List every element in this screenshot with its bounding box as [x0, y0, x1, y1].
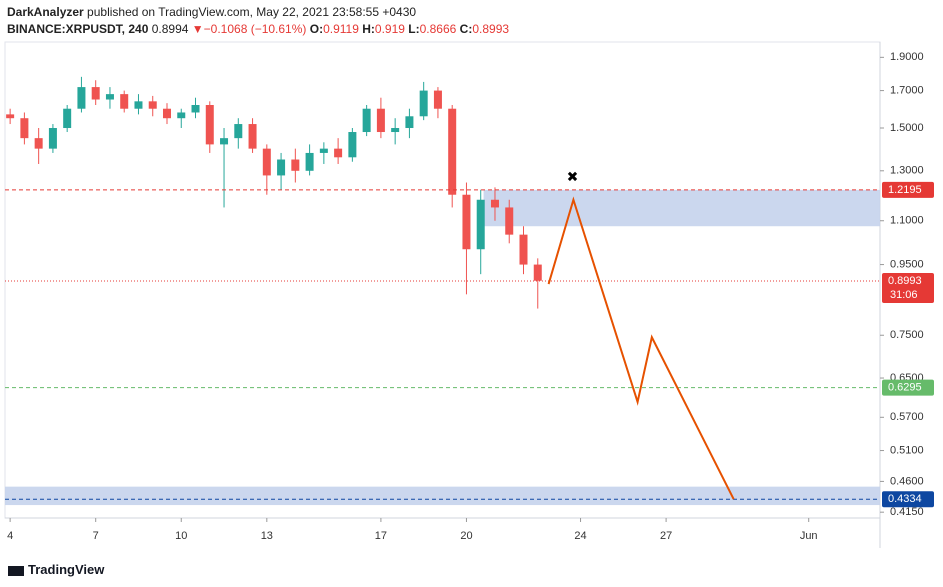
x-tick-label: 20 — [460, 530, 472, 542]
candle-body — [220, 138, 229, 145]
candle-body — [6, 114, 15, 119]
candle-body — [91, 87, 100, 100]
candle-body — [476, 199, 485, 250]
candle-body — [234, 124, 243, 139]
candle-body — [20, 118, 29, 139]
projection-line — [547, 196, 735, 500]
candle-body — [63, 108, 72, 129]
candle-body — [391, 128, 400, 133]
h-label: H: — [362, 22, 375, 36]
candle-body — [505, 207, 514, 235]
price-label: 0.4334 — [888, 493, 922, 505]
y-tick-label: 0.7500 — [890, 329, 924, 341]
candle-body — [148, 101, 157, 109]
candle-body — [120, 94, 129, 109]
candle-body — [162, 108, 171, 119]
candle-body — [205, 105, 214, 145]
price-label: 0.6295 — [888, 382, 922, 394]
price-label-box — [882, 379, 934, 396]
o-label: O: — [309, 22, 324, 36]
candle-body — [405, 116, 414, 129]
candle-body — [490, 199, 499, 208]
y-tick-label: 0.5700 — [890, 411, 924, 423]
candle-body — [319, 148, 328, 153]
y-tick-label: 1.9000 — [890, 51, 924, 63]
candle-body — [305, 152, 314, 171]
x-tick-label: 27 — [660, 530, 672, 542]
high: 0.919 — [374, 22, 405, 36]
candle-body — [334, 148, 343, 158]
candle-body — [177, 112, 186, 119]
price-label-box — [882, 181, 934, 198]
candle-body — [191, 105, 200, 113]
change: −0.1068 (−10.61%) — [203, 22, 307, 36]
candle-body — [462, 194, 471, 250]
low: 0.8666 — [419, 22, 457, 36]
l-label: L: — [408, 22, 420, 36]
y-tick-label: 1.3000 — [890, 165, 924, 177]
published: published on TradingView.com, May 22, 20… — [83, 5, 417, 19]
candle-body — [362, 108, 371, 133]
author: DarkAnalyzer — [7, 5, 84, 19]
brand-logo: TradingView — [8, 562, 104, 577]
candle-body — [519, 234, 528, 265]
y-tick-label: 1.1000 — [890, 215, 924, 227]
candle-body — [533, 264, 542, 281]
candle-body — [277, 159, 286, 176]
plot-frame — [4, 41, 881, 519]
price-label: 1.2195 — [888, 184, 922, 196]
brand: TradingView — [28, 562, 105, 577]
y-tick-label: 1.5000 — [890, 122, 924, 134]
candle-body — [105, 94, 114, 100]
candle-body — [348, 132, 357, 158]
y-tick-label: 0.4600 — [890, 475, 924, 487]
x-tick-label: 24 — [574, 530, 586, 542]
candle-body — [448, 108, 457, 195]
zone — [483, 189, 880, 227]
symbol: BINANCE:XRPUSDT, 240 — [7, 22, 149, 36]
x-tick-label: 4 — [7, 530, 13, 542]
y-tick-label: 0.4150 — [890, 506, 924, 518]
candle-body — [433, 90, 442, 109]
candle-body — [291, 159, 300, 171]
x-tick-label: 10 — [175, 530, 187, 542]
candle-body — [48, 128, 57, 149]
x-tick-label: 13 — [261, 530, 273, 542]
candle-body — [248, 124, 257, 149]
candle-body — [262, 148, 271, 176]
y-tick-label: 1.7000 — [890, 84, 924, 96]
candle-body — [34, 138, 43, 149]
price-label: 0.8993 — [888, 275, 922, 287]
zone — [5, 486, 880, 506]
x-tick-label: 17 — [375, 530, 387, 542]
open: 0.9119 — [323, 22, 359, 36]
y-tick-label: 0.5100 — [890, 444, 924, 456]
header-line: BINANCE:XRPUSDT, 240 0.8994 ▼−0.1068 (−1… — [7, 22, 509, 36]
candle-body — [376, 108, 385, 133]
candle-body — [134, 101, 143, 109]
y-tick-label: 0.9500 — [890, 258, 924, 270]
price-label-box — [882, 272, 934, 303]
x-tick-label: Jun — [800, 530, 818, 542]
close: 0.8993 — [472, 22, 510, 36]
countdown: 31:06 — [890, 289, 918, 301]
candle-body — [419, 90, 428, 117]
arrow: ▼ — [191, 22, 204, 36]
price-label-box — [882, 491, 934, 508]
c-label: C: — [459, 22, 473, 36]
last: 0.8994 — [151, 22, 189, 36]
x-tick-label: 7 — [93, 530, 99, 542]
candle-body — [77, 87, 86, 109]
marker: ✖ — [567, 168, 579, 184]
header-line: DarkAnalyzer published on TradingView.co… — [7, 5, 416, 19]
